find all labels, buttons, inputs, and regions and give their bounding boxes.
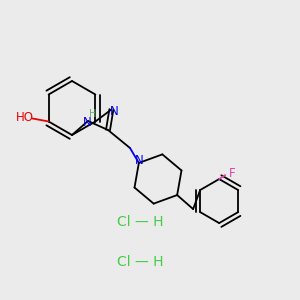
Text: N: N xyxy=(82,116,91,128)
Text: N: N xyxy=(134,154,143,167)
Text: Cl — H: Cl — H xyxy=(117,255,163,269)
Text: HO: HO xyxy=(16,111,34,124)
Text: F: F xyxy=(229,167,236,180)
Text: Cl — H: Cl — H xyxy=(117,215,163,229)
Text: H: H xyxy=(89,109,97,119)
Text: N: N xyxy=(110,105,119,118)
